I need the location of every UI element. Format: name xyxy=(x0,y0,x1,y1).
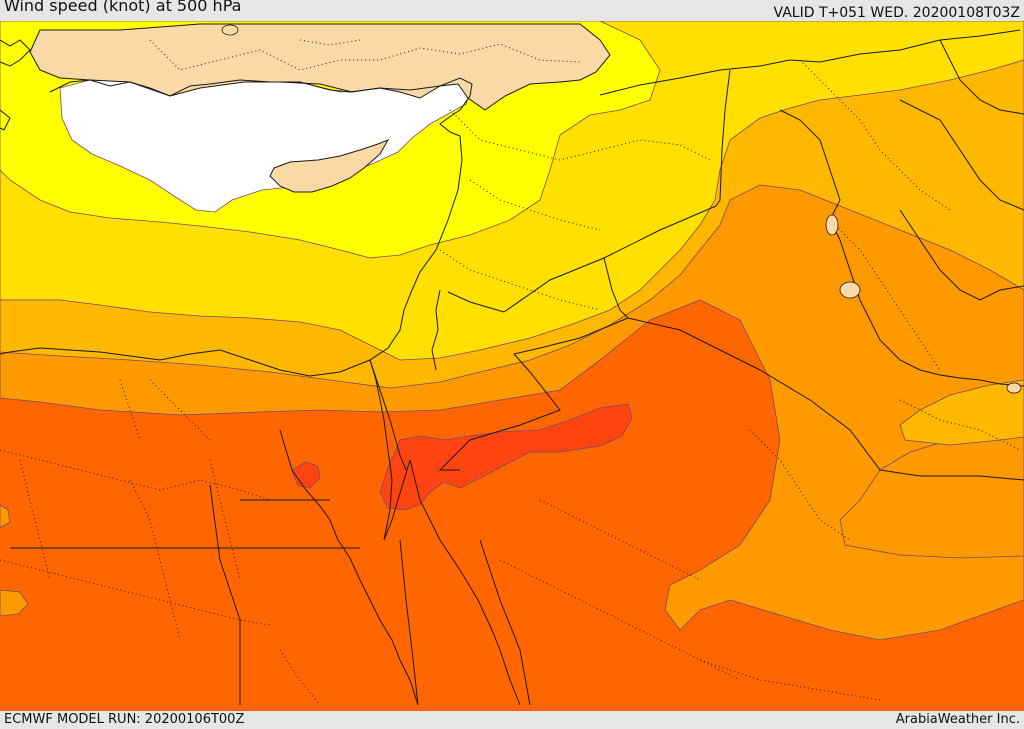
valid-time-label: VALID T+051 WED. 20200108T03Z xyxy=(773,5,1020,21)
band-4-west-blob-2 xyxy=(0,504,11,529)
strongest-wind-core-west xyxy=(291,461,321,489)
band-4-west-blob xyxy=(0,589,29,617)
model-run-label: ECMWF MODEL RUN: 20200106T00Z xyxy=(4,712,245,727)
wind-speed-map[interactable] xyxy=(0,21,1024,711)
band-3-east-area xyxy=(899,379,1024,446)
footer-bar: ECMWF MODEL RUN: 20200106T00Z ArabiaWeat… xyxy=(0,711,1024,729)
strongest-wind-core xyxy=(379,403,633,511)
map-title: Wind speed (knot) at 500 hPa xyxy=(4,0,242,15)
national-borders xyxy=(10,29,1024,706)
coastlines xyxy=(0,39,1024,706)
small-islands xyxy=(221,24,1022,394)
land-turkey xyxy=(29,23,611,111)
admin-boundaries xyxy=(0,39,1021,706)
credit-label: ArabiaWeather Inc. xyxy=(895,712,1020,727)
land-cyprus xyxy=(269,139,390,193)
header-bar: Wind speed (knot) at 500 hPa VALID T+051… xyxy=(0,0,1024,21)
